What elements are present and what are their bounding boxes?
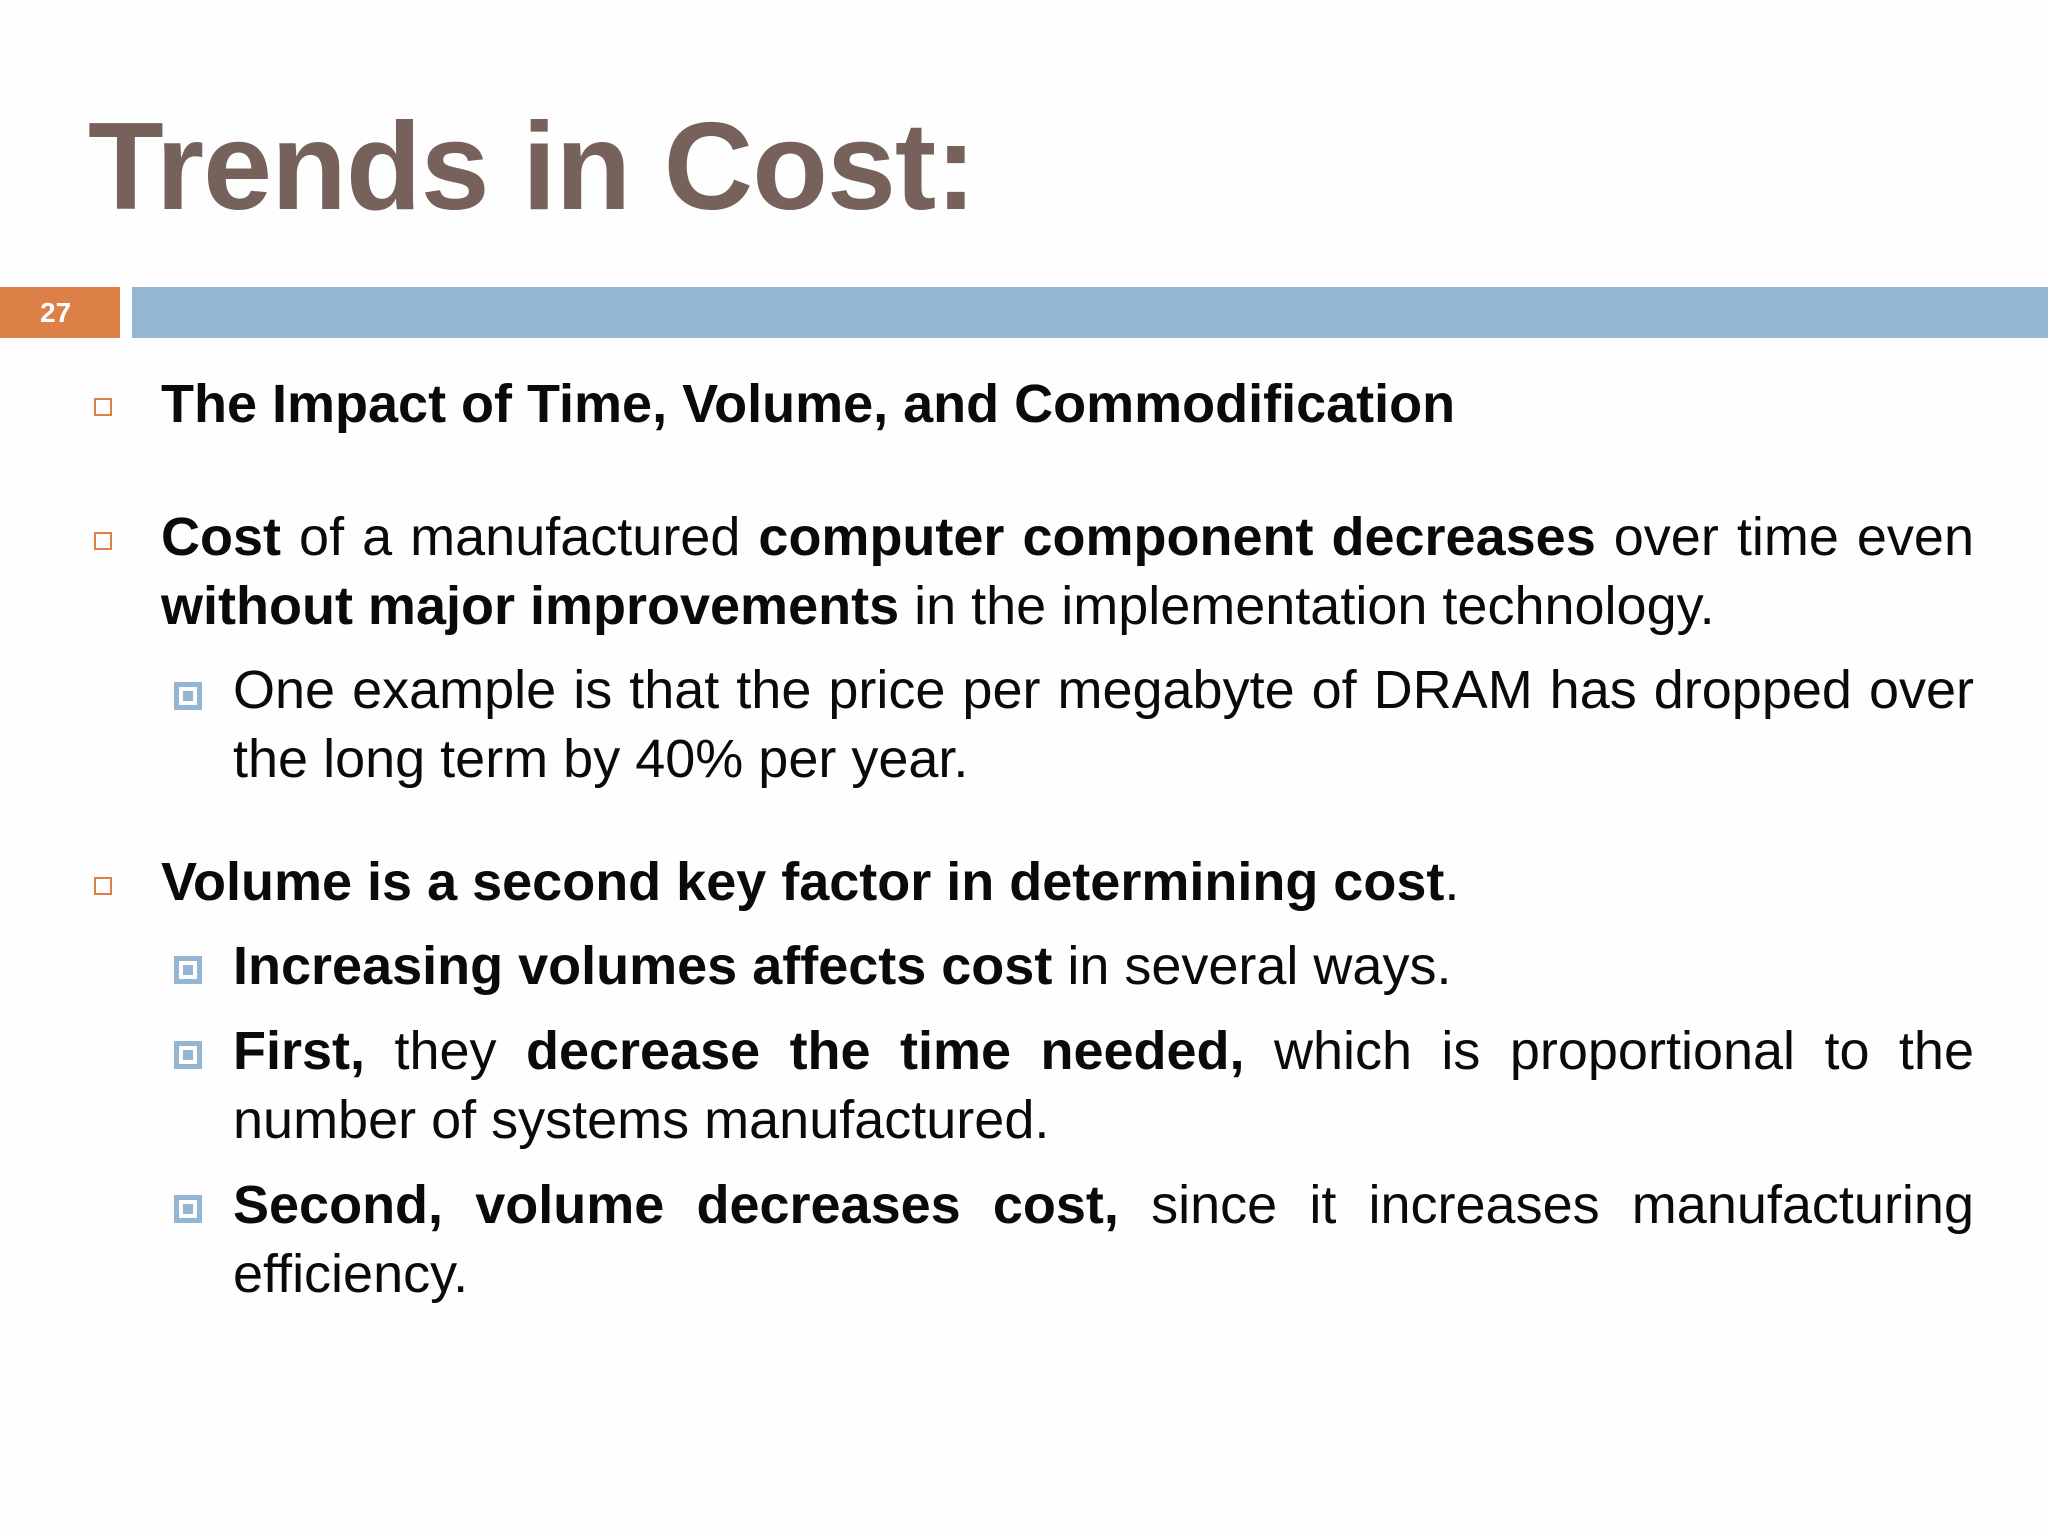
subbullet-second-volume-decreases-cost: Second, volume decreases cost, since it …: [233, 1171, 1974, 1309]
bullet-text: they: [365, 1021, 526, 1081]
bullet-text: The Impact of Time, Volume, and Commodif…: [161, 374, 1456, 434]
bullet-text: in the implementation technology.: [899, 576, 1715, 636]
filled-square-bullet-icon: [174, 1195, 202, 1223]
subbullet-dram-price: One example is that the price per megaby…: [233, 656, 1974, 794]
bullet-text-bold: decrease the time needed,: [525, 1021, 1245, 1081]
filled-square-bullet-icon: [174, 1041, 202, 1069]
square-bullet-icon: [94, 877, 112, 895]
square-bullet-icon: [94, 398, 112, 416]
bullet-volume-key-factor: Volume is a second key factor in determi…: [161, 848, 1974, 917]
filled-square-bullet-icon: [174, 682, 202, 710]
bullet-text: of a manufactured: [281, 507, 759, 567]
bullet-text-bold: Increasing volumes affects cost: [233, 936, 1053, 996]
square-bullet-icon: [94, 532, 112, 550]
bullet-text-bold: Cost: [161, 507, 281, 567]
bullet-time-volume-commodification: The Impact of Time, Volume, and Commodif…: [161, 370, 1974, 439]
slide-number-badge: 27: [0, 287, 120, 338]
title-divider-bar: [132, 287, 2048, 338]
bullet-text: One example is that the price per megaby…: [233, 660, 1974, 789]
filled-square-bullet-icon: [174, 956, 202, 984]
bullet-text-bold: Volume is a second key factor in determi…: [161, 852, 1445, 912]
bullet-text: .: [1444, 852, 1460, 912]
bullet-text-bold: without major improvements: [161, 576, 900, 636]
bullet-text: over time even: [1595, 507, 1974, 567]
bullet-text: which is proportional to the number of s…: [233, 1021, 1974, 1150]
bullet-text-bold: computer component decreases: [758, 507, 1596, 567]
bullet-text: since it increases manufacturing efficie…: [233, 1175, 1974, 1304]
slide-title: Trends in Cost:: [88, 98, 977, 236]
bullet-text-bold: First,: [233, 1021, 366, 1081]
subbullet-first-decrease-time: First, they decrease the time needed, wh…: [233, 1017, 1974, 1155]
subbullet-increasing-volumes: Increasing volumes affects cost in sever…: [233, 932, 1974, 1001]
bullet-text-bold: Second, volume decreases cost,: [233, 1175, 1119, 1235]
bullet-text: in several ways.: [1052, 936, 1452, 996]
bullet-cost-decreases: Cost of a manufactured computer componen…: [161, 503, 1974, 641]
